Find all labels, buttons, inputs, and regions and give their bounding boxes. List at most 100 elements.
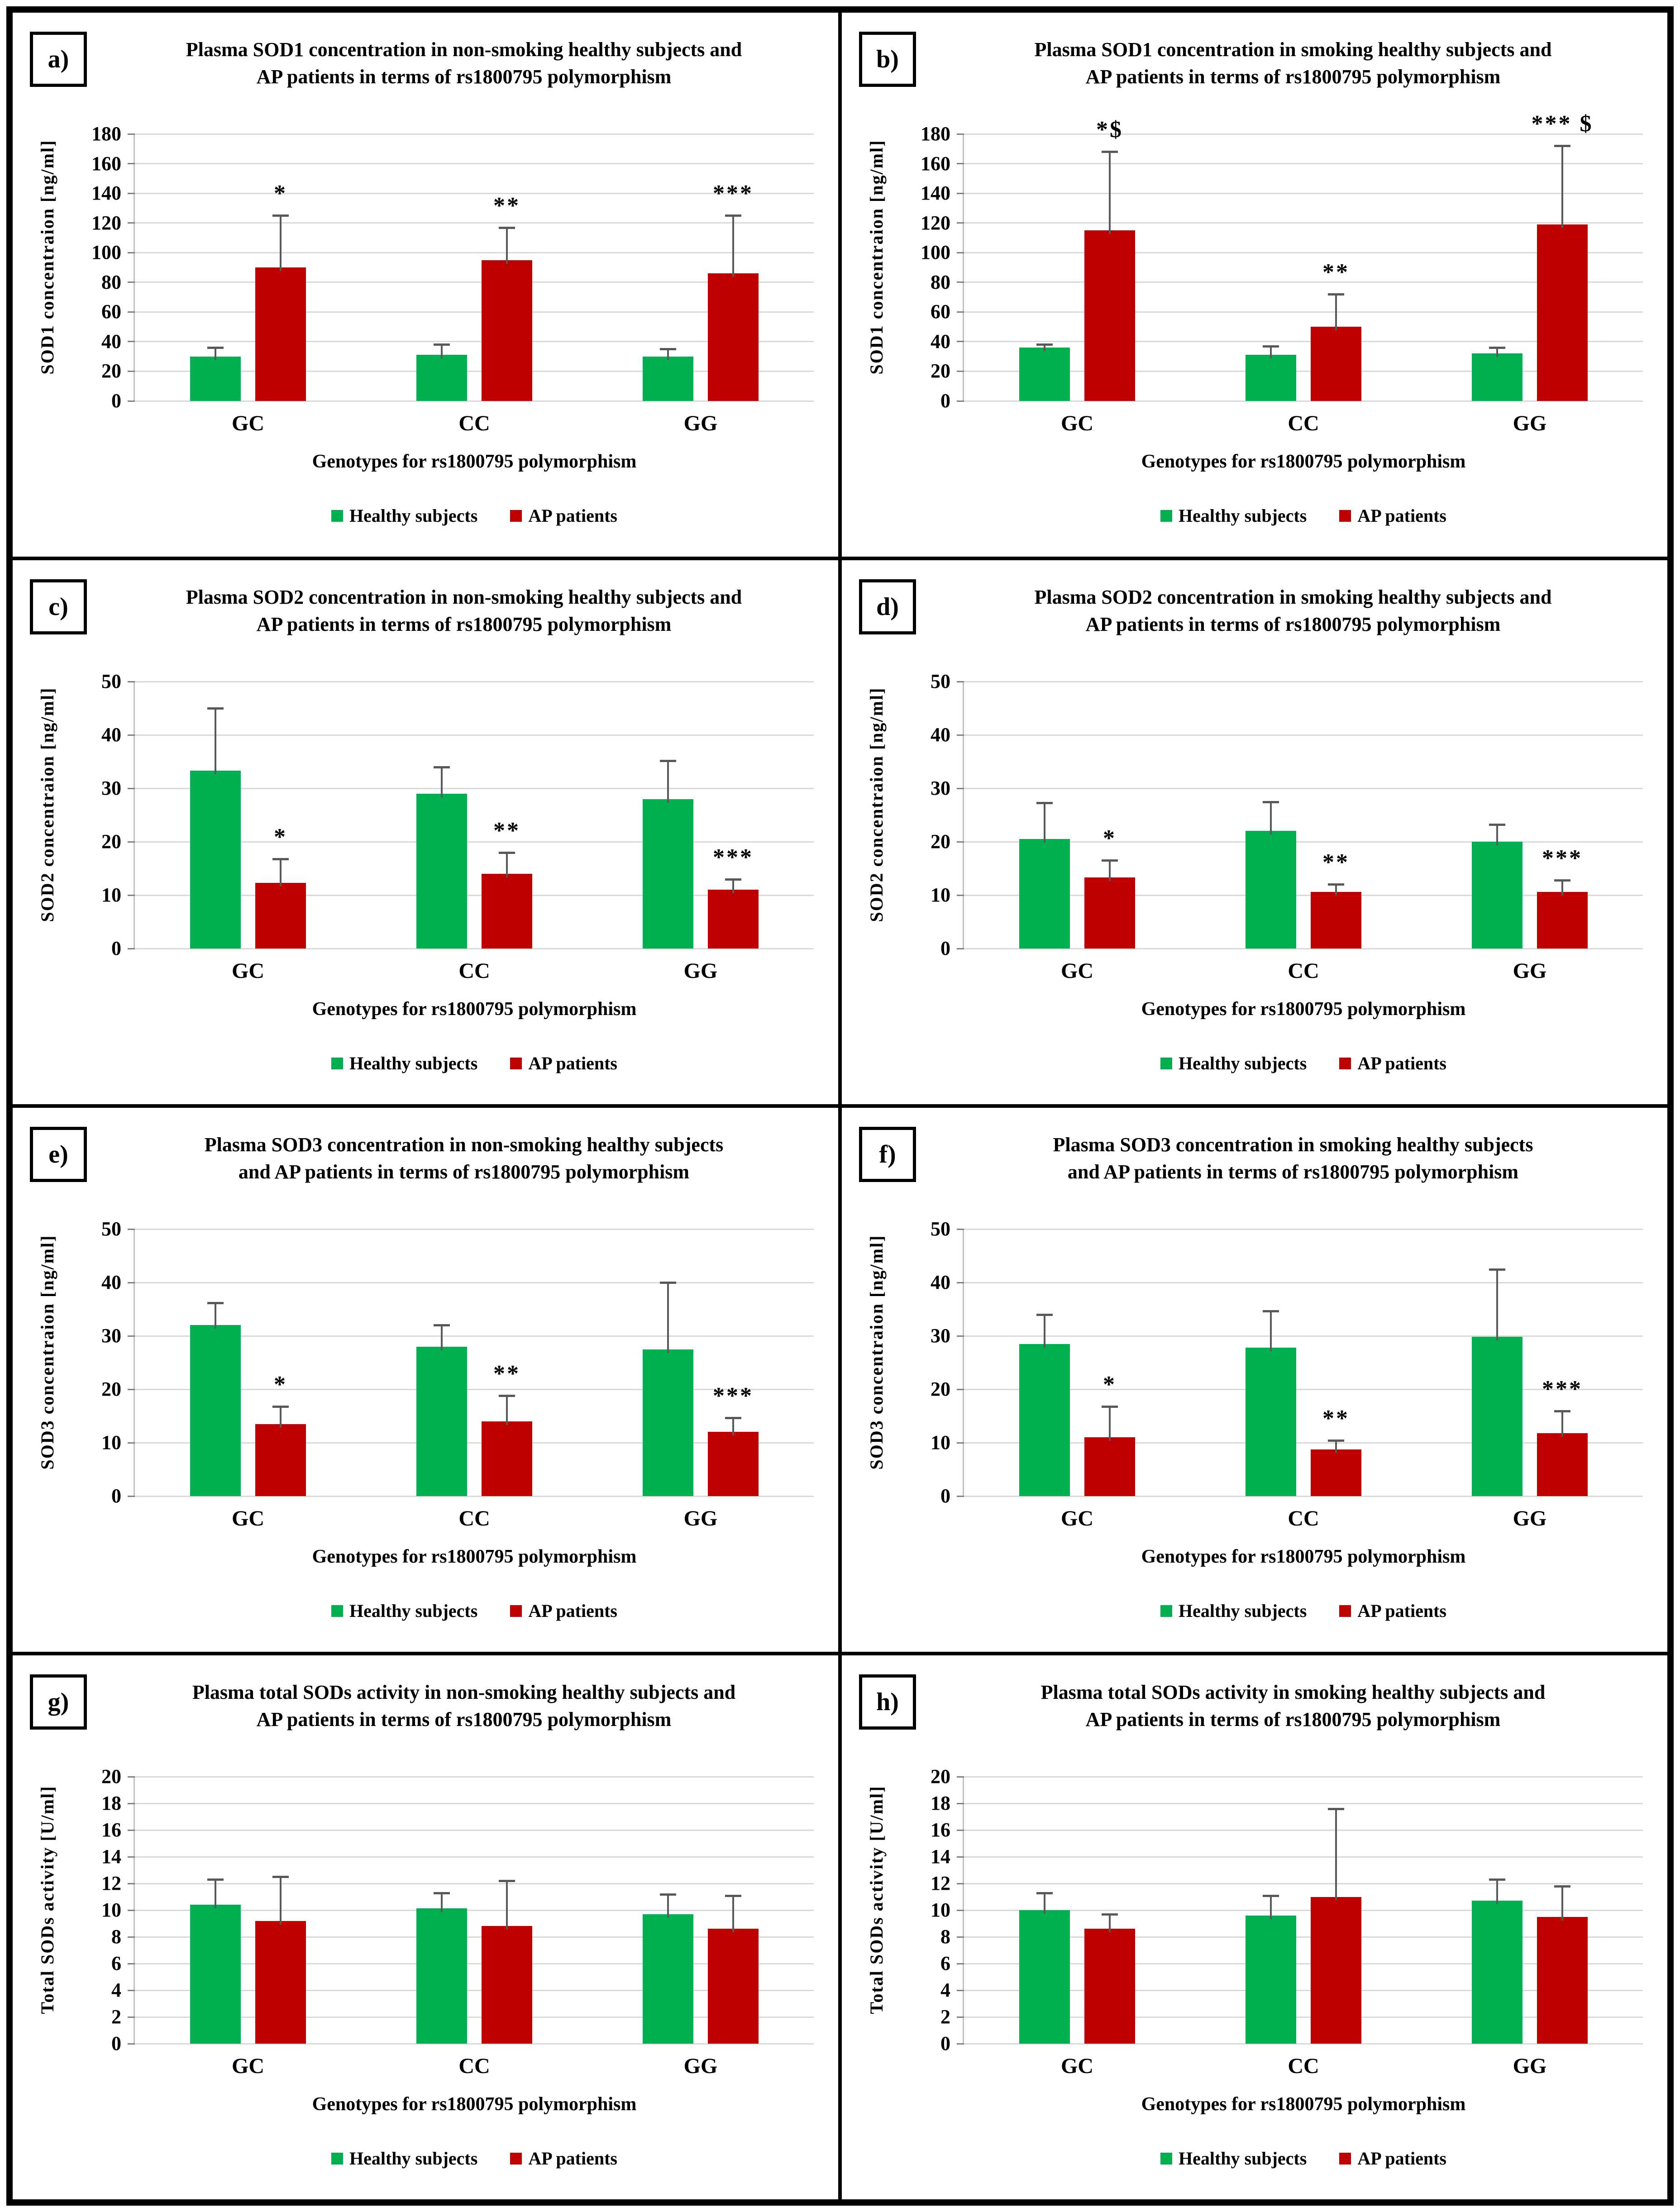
y-tick-mark (957, 1228, 964, 1230)
y-tick-mark (128, 894, 135, 896)
plot-area: 0 2 4 6 8 10 12 14 16 18 20 (101, 1765, 814, 2055)
error-bar-cap (725, 878, 741, 881)
legend-item-ap: AP patients (510, 2148, 617, 2169)
grid-line (135, 370, 814, 372)
grid-line (964, 311, 1643, 313)
y-tick-mark (128, 222, 135, 224)
healthy-bar (1472, 353, 1522, 401)
significance-label: * (1103, 1371, 1117, 1397)
error-bar-cap (1328, 1440, 1344, 1442)
legend-swatch-healthy-icon (1160, 1605, 1172, 1617)
grid-line (964, 894, 1643, 896)
chart-title: Plasma SOD3 concentration in non-smoking… (103, 1131, 825, 1186)
error-bar-cap (1489, 1268, 1505, 1271)
category-label: GG (683, 2054, 718, 2078)
error-bar-cap (1554, 879, 1570, 882)
y-tick-mark (957, 1388, 964, 1390)
chart-title-line-1: Plasma SOD3 concentration in non-smoking… (204, 1134, 724, 1156)
category-label: GC (1061, 411, 1093, 435)
healthy-bar (1246, 1347, 1296, 1496)
error-bar (1496, 825, 1498, 845)
error-bar-cap (499, 1880, 515, 1883)
healthy-bar (416, 355, 467, 401)
category-label: GC (1061, 2054, 1093, 2078)
y-tick-label: 12 (101, 1872, 121, 1894)
y-tick-mark (128, 1856, 135, 1858)
ap-bar (1311, 1449, 1361, 1496)
category-label: CC (1288, 2054, 1319, 2078)
legend-label-healthy: Healthy subjects (1178, 505, 1307, 526)
y-tick-label: 16 (931, 1819, 950, 1841)
y-tick-label: 14 (931, 1845, 950, 1868)
chart-title-line-2: AP patients in terms of rs1800795 polymo… (256, 613, 672, 635)
legend-swatch-ap-icon (510, 2152, 522, 2164)
y-tick-label: 20 (101, 1765, 121, 1788)
healthy-bar (1019, 1910, 1070, 2044)
legend-item-ap: AP patients (510, 1600, 617, 1621)
y-tick-mark (957, 341, 964, 343)
y-axis-line (963, 1229, 964, 1496)
error-bar (1561, 1411, 1563, 1437)
healthy-bar (1472, 1337, 1522, 1496)
legend-swatch-ap-icon (1339, 1605, 1351, 1617)
ap-bar (482, 1421, 532, 1496)
grid-line (964, 1335, 1643, 1337)
category-label: GG (683, 411, 718, 435)
legend-swatch-healthy-icon (331, 1057, 343, 1069)
grid-line (964, 1989, 1643, 1991)
grid-line (135, 1776, 814, 1778)
grid-line (964, 1495, 1643, 1497)
y-tick-label: 6 (940, 1952, 950, 1974)
error-bar-cap (272, 215, 289, 217)
legend-item-healthy: Healthy subjects (331, 2148, 477, 2169)
error-bar-cap (1036, 1313, 1053, 1316)
ap-bar (1537, 224, 1588, 401)
grid-line (964, 192, 1643, 194)
legend: Healthy subjects AP patients (135, 2148, 814, 2169)
legend-item-healthy: Healthy subjects (331, 1600, 477, 1621)
healthy-bar (643, 356, 693, 401)
error-bar (441, 767, 443, 797)
y-tick-mark (128, 370, 135, 372)
y-axis-line (963, 134, 964, 401)
grid-line (964, 133, 1643, 135)
error-bar-cap (272, 1876, 289, 1878)
grid-line (964, 948, 1643, 949)
healthy-bar (1246, 831, 1296, 949)
grid-line (135, 841, 814, 843)
y-tick-mark (128, 734, 135, 736)
significance-label: *** (1542, 1376, 1583, 1402)
grid-line (964, 681, 1643, 682)
chart-title: Plasma SOD1 concentration in non-smoking… (103, 36, 825, 91)
y-axis-line (134, 1229, 135, 1496)
legend-label-ap: AP patients (1357, 1601, 1446, 1621)
error-bar (1561, 146, 1563, 228)
y-tick-mark (957, 1883, 964, 1884)
chart-title-line-1: Plasma SOD1 concentration in smoking hea… (1034, 38, 1552, 61)
error-bar (280, 1406, 282, 1428)
error-bar-cap (660, 1282, 676, 1284)
legend-item-healthy: Healthy subjects (1160, 505, 1307, 526)
significance-label: *$ (1096, 117, 1123, 143)
category-label: GG (683, 1506, 718, 1530)
grid-line (964, 1388, 1643, 1390)
y-tick-mark (957, 787, 964, 789)
healthy-bar (1472, 1901, 1522, 2044)
plot-area: 0 2 4 6 8 10 12 14 16 18 20 (931, 1765, 1643, 2055)
error-bar-cap (1036, 1892, 1053, 1894)
grid-line (964, 1936, 1643, 1938)
error-bar-cap (1328, 883, 1344, 886)
legend: Healthy subjects AP patients (135, 1053, 814, 1074)
error-bar (280, 858, 282, 887)
y-tick-mark (128, 192, 135, 194)
error-bar-cap (1102, 1913, 1118, 1916)
y-tick-label: 80 (101, 271, 121, 293)
y-tick-mark (957, 734, 964, 736)
error-bar (441, 1893, 443, 1912)
y-tick-mark (128, 311, 135, 313)
y-tick-label: 8 (940, 1926, 950, 1948)
grid-line (135, 1335, 814, 1337)
y-tick-label: 0 (111, 2032, 121, 2055)
category-label: GG (1513, 1506, 1547, 1530)
y-tick-mark (957, 311, 964, 313)
